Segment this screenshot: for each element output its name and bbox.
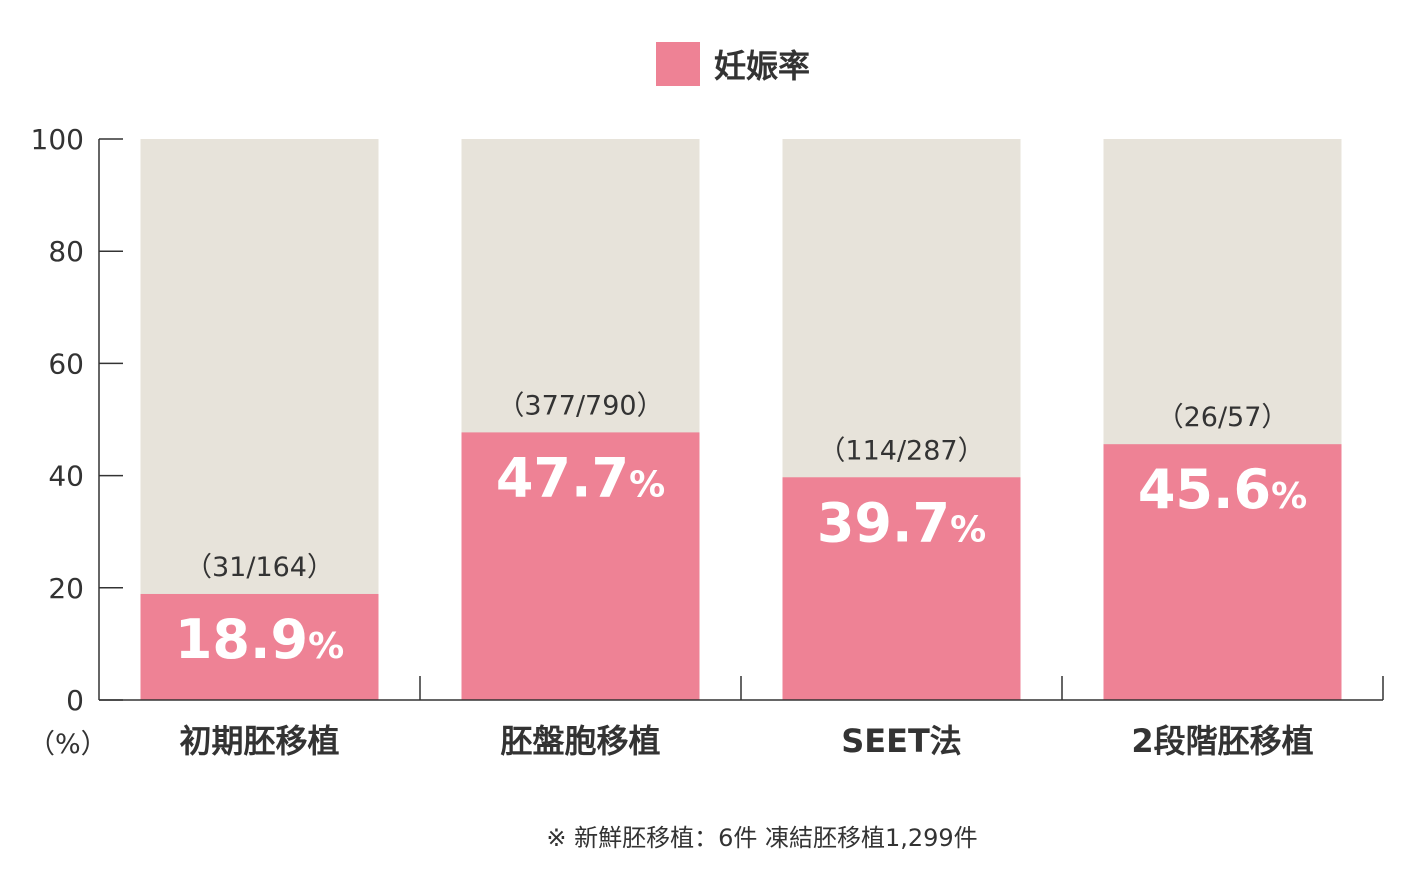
y-tick-label: 20	[48, 572, 84, 605]
bar	[461, 432, 700, 700]
x-tick-label: 初期胚移植	[179, 722, 339, 760]
bar-count-label: （114/287）	[818, 435, 984, 466]
y-tick-label: 60	[48, 347, 84, 380]
y-tick-label: 100	[31, 123, 84, 156]
x-tick-label: 2段階胚移植	[1131, 722, 1313, 760]
bar-value-label: 45.6%	[1138, 458, 1307, 521]
y-tick-label: 0	[66, 684, 84, 717]
bar	[1103, 444, 1342, 700]
y-tick-label: 40	[48, 460, 84, 493]
footnote: ※ 新鮮胚移植：6件 凍結胚移植1,299件	[546, 824, 978, 852]
x-tick-label: SEET法	[841, 722, 962, 760]
bar-value-label: 47.7%	[496, 446, 665, 509]
bar-count-label: （26/57）	[1157, 402, 1289, 433]
legend-label: 妊娠率	[714, 47, 811, 85]
bar-value-label: 39.7%	[817, 491, 986, 554]
x-tick-label: 胚盤胞移植	[500, 722, 660, 760]
bar	[140, 593, 379, 700]
bar-count-label: （31/164）	[185, 552, 334, 583]
y-tick-label: 80	[48, 235, 84, 268]
y-axis-unit-label: （%）	[28, 729, 108, 760]
legend: 妊娠率	[656, 42, 810, 86]
legend-swatch	[656, 42, 700, 86]
bar-value-label: 18.9%	[175, 608, 344, 671]
bar	[782, 477, 1021, 700]
bar-count-label: （377/790）	[497, 390, 663, 421]
